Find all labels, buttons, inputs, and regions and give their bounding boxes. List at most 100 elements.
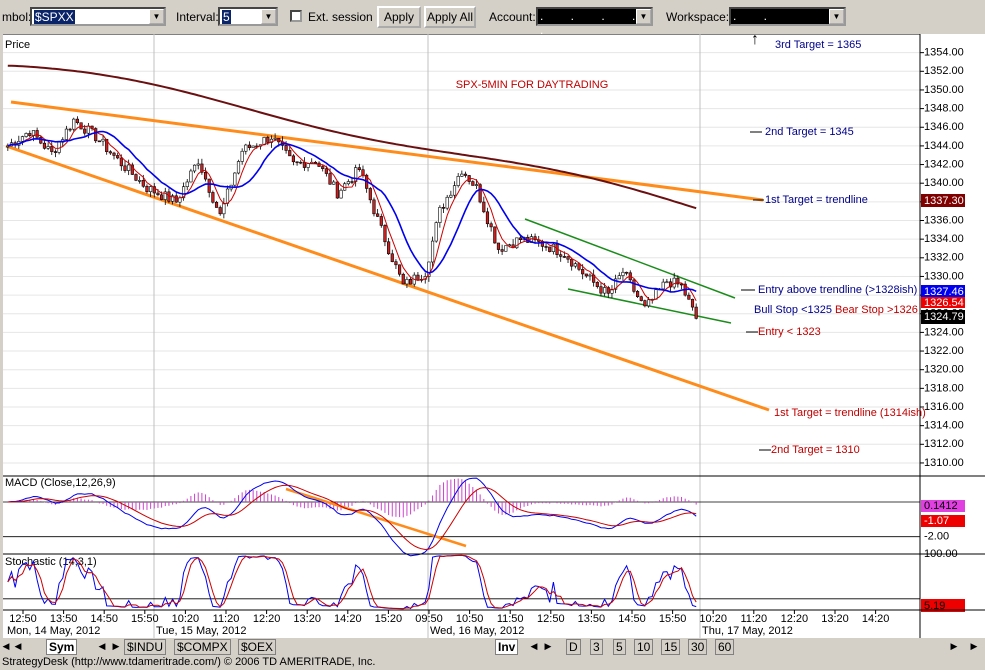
candle-body [533,236,537,241]
candle-body [39,137,43,144]
candle-body [588,274,592,277]
candle-body [606,287,610,294]
candle-body [72,118,76,130]
time-tick-label: 14:20 [862,613,890,625]
candle-body [383,225,387,243]
macd-line-value: -1.07 [924,515,949,527]
candle-body [566,256,570,260]
ext-session-checkbox[interactable] [290,10,302,22]
chart-area[interactable]: Price SPX-5MIN FOR DAYTRADING ↑ 3rd Targ… [3,34,985,638]
interval-prev-icon[interactable]: ◀ [530,641,538,651]
date-label: Tue, 15 May, 2012 [156,625,247,637]
candle-body [394,261,398,266]
candle-body [636,291,640,297]
price-tick-label: 1332.00 [924,252,964,264]
time-tick-label: 12:50 [9,613,37,625]
candle-body [544,246,548,248]
annotation-target1-down: 1st Target = trendline (1314ish) [774,407,926,419]
chevron-down-icon[interactable]: ▼ [829,9,844,24]
time-tick-label: 12:50 [537,613,565,625]
interval-tab-15[interactable]: 15 [661,639,681,655]
interval-tab-10[interactable]: 10 [634,639,654,655]
candle-body [430,240,435,263]
candle-body [251,145,255,148]
tab-compx[interactable]: $COMPX [174,639,231,655]
tab-oex[interactable]: $OEX [238,639,277,655]
tab-indu[interactable]: $INDU [124,639,167,655]
macd-line [7,477,697,557]
interval-value[interactable]: 5 [222,10,231,24]
interval-combo[interactable]: 5 ▼ [218,7,278,26]
tab-inv[interactable]: Inv [495,639,519,655]
symbol-combo[interactable]: $SPXX ▼ [30,7,166,26]
workspace-label: Workspace: [666,10,730,24]
candle-body [401,273,405,285]
apply-all-button[interactable]: Apply All [424,6,476,28]
blue-ma-flag [921,285,965,298]
symbol-value[interactable]: $SPXX [34,10,75,24]
price-tick-label: 1324.00 [924,326,964,338]
candle-body [233,172,237,186]
time-tick-label: 10:50 [456,613,484,625]
candle-body [181,186,186,199]
time-tick-label: 13:50 [578,613,606,625]
candle-body [174,195,178,203]
interval-tab-3[interactable]: 3 [590,639,603,655]
interval-next-icon[interactable]: ▶ [544,641,552,651]
tab-scroll-left-end-icon[interactable]: ◀ [14,641,22,651]
time-tick-label: 15:20 [375,613,403,625]
candle-body [192,164,197,172]
chevron-down-icon[interactable]: ▼ [261,9,276,24]
candle-body [441,207,446,209]
candle-body [138,180,142,182]
chevron-down-icon[interactable]: ▼ [149,9,164,24]
candle-body [299,161,303,164]
tab-prev-icon[interactable]: ◀ [98,641,106,651]
chart-title: SPX-5MIN FOR DAYTRADING [456,79,609,91]
tab-scroll-left-icon[interactable]: ◀ [2,641,10,651]
account-combo[interactable]: . . . . . ▼ [536,7,653,37]
interval-tab-5[interactable]: 5 [613,639,626,655]
candle-body [504,245,508,252]
chevron-down-icon[interactable]: ▼ [636,9,651,24]
workspace-value[interactable]: . . [733,9,780,23]
candle-body [661,281,665,290]
price-tick-label: 1316.00 [924,401,964,413]
tab-sym[interactable]: Sym [46,639,78,655]
candle-body [42,142,47,149]
scroll-right-end-icon[interactable]: ▶ [970,641,978,651]
candle-body [449,194,453,198]
account-value[interactable]: . . . . . [540,9,648,37]
macd-signal-line [7,484,697,551]
candle-body [625,271,629,274]
candle-body [551,243,555,252]
candle-body [690,298,695,308]
candle-body [471,181,475,186]
interval-tab-d[interactable]: D [566,639,581,655]
apply-button[interactable]: Apply [377,6,421,28]
workspace-combo[interactable]: . . ▼ [729,7,846,26]
price-tick-label: 1344.00 [924,140,964,152]
candle-body [482,201,486,213]
candle-body [350,181,354,183]
candle-body [284,145,288,151]
candle-body [387,241,391,255]
price-tick-label: 1348.00 [924,103,964,115]
interval-tab-30[interactable]: 30 [688,639,708,655]
candle-body [445,196,449,209]
candle-body [603,287,607,294]
price-tick-label: 1346.00 [924,121,964,133]
interval-tab-60[interactable]: 60 [715,639,735,655]
tab-next-icon[interactable]: ▶ [112,641,120,651]
annotation-bear-stop: Bear Stop >1326 [835,304,918,316]
candle-body [75,118,79,124]
candle-body [273,137,277,140]
blue-ma-value: 1327.46 [924,286,964,298]
scroll-right-icon[interactable]: ▶ [950,641,958,651]
candle-body [368,188,372,201]
candle-body [548,246,552,252]
date-label: Mon, 14 May, 2012 [7,625,100,637]
price-tick-label: 1334.00 [924,233,964,245]
candle-body [398,264,402,275]
price-tick-label: 1340.00 [924,177,964,189]
